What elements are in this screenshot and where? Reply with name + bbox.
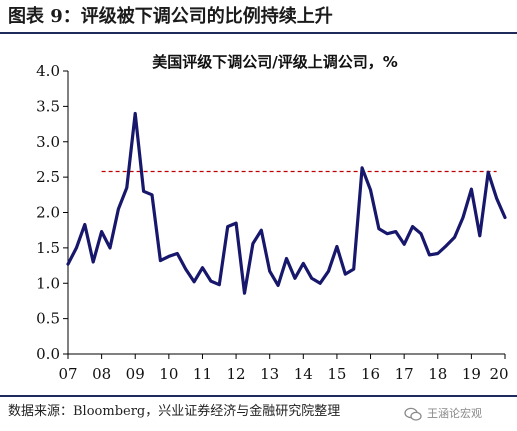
figure-title: 图表 9：评级被下调公司的比例持续上升 — [8, 6, 333, 27]
data-point — [109, 247, 111, 249]
data-point — [126, 186, 128, 189]
title-divider — [0, 32, 517, 34]
data-point — [67, 263, 69, 265]
y-axis: 0.0 0.5 1.0 1.5 2.0 2.5 3.0 3.5 4.0 — [36, 62, 68, 363]
data-point — [75, 247, 78, 249]
data-point — [285, 257, 288, 260]
data-point — [395, 230, 397, 233]
data-point — [428, 254, 431, 256]
watermark: 王涵论宏观 — [404, 404, 514, 424]
y-tick-label: 1.5 — [36, 239, 60, 257]
data-point — [437, 252, 439, 255]
chart-axes — [67, 71, 505, 355]
data-point — [193, 281, 195, 283]
data-point — [176, 252, 179, 255]
data-point — [226, 225, 229, 228]
data-point — [369, 189, 372, 191]
data-point — [159, 259, 162, 262]
data-point — [310, 277, 313, 280]
data-point — [210, 280, 212, 282]
y-tick-label: 3.0 — [36, 133, 60, 151]
data-point — [495, 197, 498, 200]
x-axis: 07 08 09 10 11 12 13 14 15 16 17 18 19 20 — [58, 354, 509, 383]
x-tick-label: 15 — [327, 365, 346, 383]
data-point — [344, 273, 347, 275]
x-tick-label: 10 — [159, 365, 178, 383]
series-group — [66, 111, 507, 295]
data-point — [336, 245, 338, 248]
data-point — [100, 230, 103, 233]
data-point — [142, 190, 145, 193]
y-tick-label: 0.5 — [36, 310, 60, 328]
data-point — [84, 223, 86, 226]
x-tick-label: 08 — [92, 365, 111, 383]
source-divider — [0, 395, 517, 397]
data-point — [352, 268, 355, 270]
x-tick-label: 14 — [294, 365, 313, 383]
y-tick-label: 3.5 — [36, 97, 60, 115]
x-tick-label: 13 — [260, 365, 279, 383]
x-tick-label: 16 — [361, 365, 380, 383]
x-tick-label: 11 — [193, 365, 212, 383]
chat-bubble-icon — [404, 407, 422, 421]
data-point — [268, 270, 271, 273]
data-point — [319, 282, 321, 285]
watermark-text: 王涵论宏观 — [427, 407, 482, 420]
data-point — [411, 225, 414, 228]
data-point — [252, 242, 254, 245]
data-point — [403, 243, 406, 246]
x-tick-label: 17 — [395, 365, 414, 383]
data-point — [302, 262, 305, 265]
x-tick-label: 18 — [428, 365, 447, 383]
series-line — [66, 111, 507, 295]
data-point — [361, 167, 363, 169]
data-point — [92, 261, 94, 263]
data-point — [327, 270, 330, 273]
line-chart: 美国评级下调公司/评级上调公司，% 0.0 0.5 1.0 1.5 2.0 2.5 3.0 3… — [36, 53, 509, 383]
x-tick-label: 09 — [126, 365, 145, 383]
data-point — [168, 255, 170, 258]
y-tick-label: 1.0 — [36, 274, 60, 292]
data-point — [386, 232, 389, 235]
y-tick-label: 4.0 — [36, 62, 60, 80]
data-point — [277, 284, 279, 287]
x-tick-label: 12 — [227, 365, 246, 383]
data-point — [487, 171, 490, 173]
x-tick-label: 20 — [489, 365, 508, 383]
y-tick-label: 2.5 — [36, 168, 60, 186]
y-tick-label: 2.0 — [36, 204, 60, 222]
y-tick-label: 0.0 — [36, 345, 60, 363]
data-point — [294, 277, 296, 280]
data-point — [117, 208, 120, 210]
data-point — [470, 188, 473, 190]
data-point — [445, 245, 448, 247]
source-note: 数据来源：Bloomberg，兴业证券经济与金融研究院整理 — [8, 404, 341, 419]
data-point — [479, 235, 481, 237]
data-point — [218, 283, 221, 286]
data-point — [378, 228, 380, 230]
x-tick-label: 19 — [462, 365, 481, 383]
data-point — [420, 232, 422, 235]
data-point — [504, 216, 506, 219]
data-point — [134, 112, 136, 115]
data-point — [235, 222, 237, 224]
chart-title: 美国评级下调公司/评级上调公司，% — [152, 53, 398, 71]
data-point — [201, 266, 204, 269]
x-tick-label: 07 — [58, 365, 77, 383]
data-point — [184, 268, 187, 270]
data-point — [260, 229, 263, 231]
data-point — [462, 216, 464, 219]
data-point — [151, 194, 153, 196]
data-point — [243, 292, 246, 295]
data-point — [453, 236, 456, 239]
